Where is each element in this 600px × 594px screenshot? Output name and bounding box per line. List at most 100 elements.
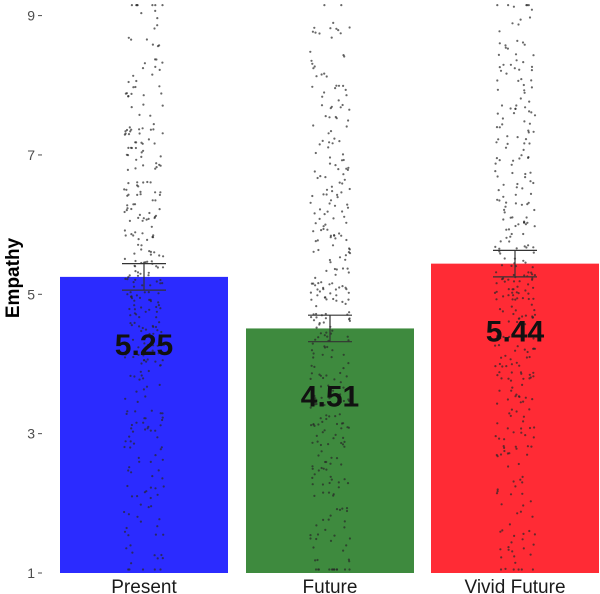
jitter-point	[161, 418, 164, 422]
jitter-point	[532, 286, 535, 289]
jitter-point	[499, 568, 503, 571]
jitter-point	[329, 261, 332, 264]
jitter-point	[324, 176, 327, 179]
jitter-point	[156, 557, 159, 560]
jitter-point	[332, 297, 335, 301]
jitter-point	[313, 494, 316, 497]
jitter-point	[317, 282, 320, 285]
jitter-point	[310, 372, 313, 375]
jitter-point	[524, 223, 528, 226]
jitter-point	[345, 238, 348, 242]
jitter-point	[338, 413, 341, 416]
jitter-point	[315, 434, 318, 437]
jitter-point	[506, 135, 509, 138]
jitter-point	[336, 193, 339, 196]
jitter-point	[324, 312, 327, 316]
jitter-point	[136, 274, 140, 277]
jitter-point	[348, 560, 351, 563]
jitter-point	[125, 526, 128, 530]
jitter-point	[149, 486, 152, 489]
jitter-point	[142, 94, 145, 97]
jitter-point	[127, 568, 130, 571]
jitter-point	[528, 100, 531, 103]
jitter-point	[315, 537, 318, 541]
jitter-point	[319, 385, 323, 388]
jitter-point	[329, 234, 332, 237]
jitter-point	[133, 252, 136, 255]
jitter-point	[143, 291, 146, 294]
jitter-point	[525, 216, 528, 219]
jitter-point	[129, 446, 132, 449]
jitter-point	[319, 332, 322, 335]
jitter-point	[500, 356, 503, 359]
jitter-point	[338, 232, 341, 235]
jitter-point	[135, 313, 138, 316]
jitter-point	[155, 166, 158, 169]
jitter-point	[334, 115, 337, 119]
jitter-point	[141, 232, 144, 235]
jitter-point	[132, 74, 135, 77]
jitter-point	[130, 562, 133, 565]
jitter-point	[527, 156, 530, 159]
jitter-point	[498, 247, 501, 250]
jitter-point	[528, 142, 531, 145]
jitter-point	[158, 383, 161, 386]
jitter-point	[328, 283, 331, 286]
jitter-point	[328, 141, 331, 144]
jitter-point	[159, 364, 162, 367]
jitter-point	[331, 282, 334, 285]
jitter-point	[139, 520, 142, 523]
jitter-point	[137, 216, 140, 219]
jitter-point	[330, 478, 333, 481]
jitter-point	[140, 151, 143, 154]
jitter-point	[520, 154, 523, 157]
jitter-point	[139, 190, 142, 193]
jitter-point	[504, 205, 507, 208]
jitter-point	[331, 329, 334, 332]
jitter-point	[522, 232, 525, 236]
jitter-point	[155, 280, 158, 283]
jitter-point	[325, 414, 328, 417]
y-tick-label: 3	[27, 426, 35, 442]
jitter-point	[495, 282, 498, 285]
jitter-point	[323, 296, 326, 299]
jitter-point	[527, 271, 530, 274]
jitter-point	[345, 375, 348, 378]
jitter-point	[311, 85, 314, 88]
jitter-point	[327, 146, 330, 149]
jitter-point	[144, 417, 147, 420]
jitter-point	[131, 430, 135, 433]
jitter-point	[507, 320, 510, 323]
jitter-point	[156, 24, 159, 27]
jitter-point	[345, 544, 348, 547]
bar-future	[246, 328, 414, 573]
jitter-point	[145, 385, 149, 388]
jitter-point	[332, 217, 335, 220]
jitter-point	[133, 264, 136, 267]
jitter-point	[319, 443, 322, 447]
jitter-point	[514, 298, 517, 301]
jitter-point	[326, 228, 329, 231]
jitter-point	[142, 354, 145, 357]
jitter-point	[347, 339, 350, 342]
jitter-point	[325, 298, 328, 301]
jitter-point	[130, 106, 133, 109]
jitter-point	[136, 515, 139, 518]
jitter-point	[335, 568, 339, 571]
jitter-point	[132, 86, 135, 89]
jitter-point	[313, 394, 316, 398]
jitter-point	[521, 538, 524, 541]
jitter-point	[126, 410, 129, 413]
jitter-point	[319, 374, 322, 377]
jitter-point	[343, 520, 346, 523]
jitter-point	[498, 389, 501, 392]
jitter-point	[346, 267, 349, 270]
jitter-point	[533, 313, 537, 316]
jitter-point	[504, 354, 507, 357]
jitter-point	[340, 4, 343, 7]
jitter-point	[132, 355, 135, 359]
jitter-point	[138, 378, 141, 381]
jitter-point	[328, 258, 331, 262]
jitter-point	[511, 291, 514, 294]
